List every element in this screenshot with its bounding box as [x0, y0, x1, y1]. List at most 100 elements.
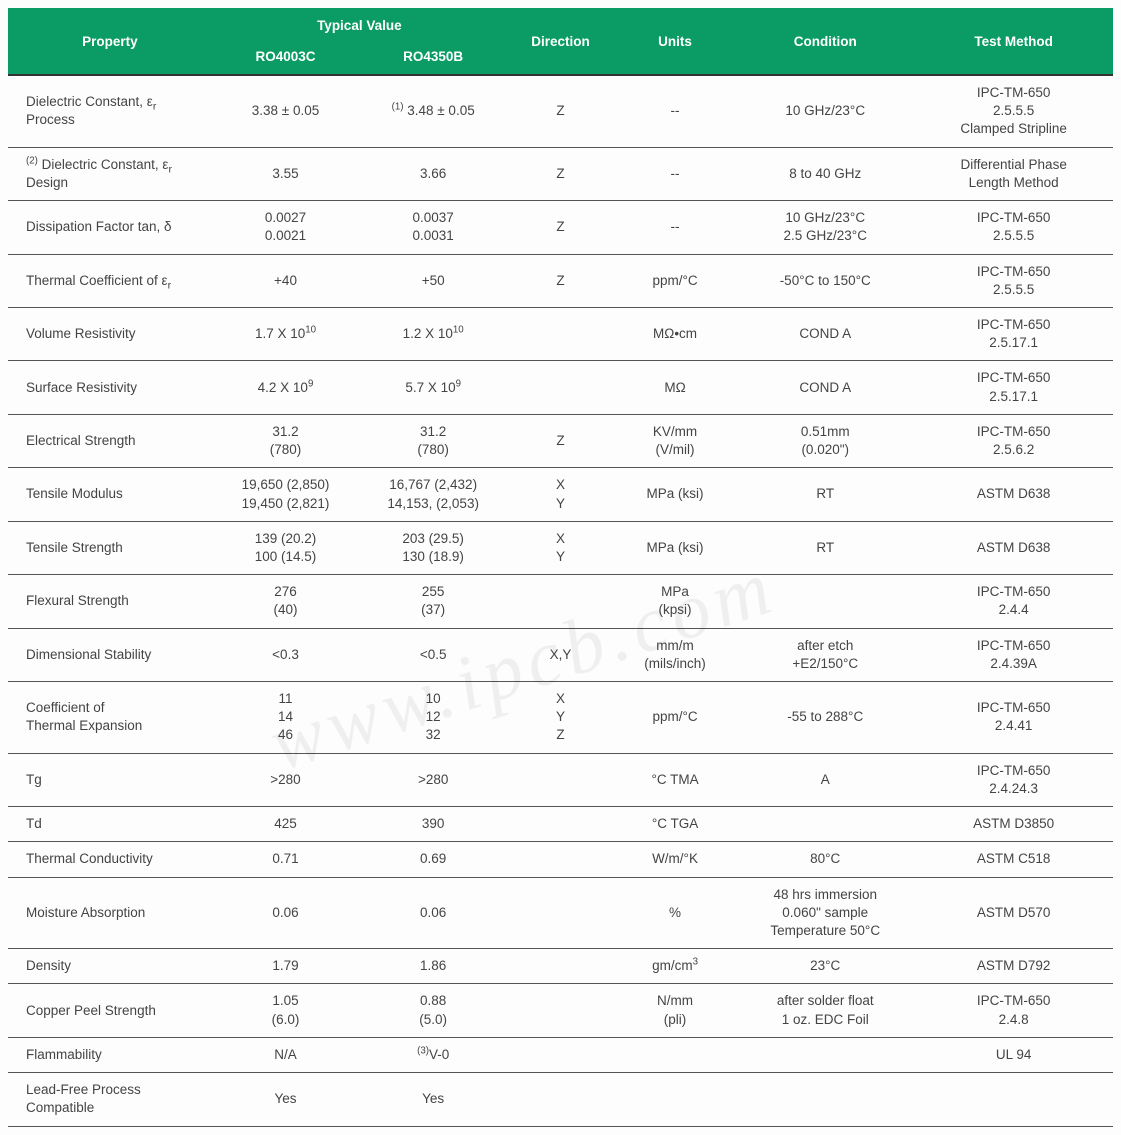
cell-direction — [507, 753, 614, 806]
cell-value-ro4350b: 390 — [359, 807, 507, 842]
cell-test-method: ASTM C518 — [914, 842, 1113, 877]
cell-direction — [507, 807, 614, 842]
cell-property: Electrical Strength — [8, 414, 212, 467]
header-units: Units — [614, 8, 736, 75]
cell-value-ro4350b: >280 — [359, 753, 507, 806]
cell-value-ro4003c: N/A — [212, 1037, 360, 1072]
header-typical-value: Typical Value — [212, 8, 507, 43]
cell-units: -- — [614, 201, 736, 254]
cell-condition: A — [736, 753, 914, 806]
table-row: FlammabilityN/A(3)V-0UL 94 — [8, 1037, 1113, 1072]
header-property: Property — [8, 8, 212, 75]
cell-test-method: IPC-TM-6502.5.5.5 — [914, 201, 1113, 254]
header-test-method: Test Method — [914, 8, 1113, 75]
cell-property: Tensile Modulus — [8, 468, 212, 521]
cell-property: Dielectric Constant, εrProcess — [8, 75, 212, 147]
cell-direction: Z — [507, 414, 614, 467]
cell-units: N/mm(pli) — [614, 984, 736, 1037]
cell-units: W/m/°K — [614, 842, 736, 877]
cell-direction — [507, 842, 614, 877]
cell-property: Dissipation Factor tan, δ — [8, 201, 212, 254]
cell-property: Volume Resistivity — [8, 307, 212, 360]
cell-direction: Z — [507, 147, 614, 200]
cell-direction: XY — [507, 468, 614, 521]
table-row: Lead-Free ProcessCompatibleYesYes — [8, 1073, 1113, 1126]
cell-value-ro4350b: 1.2 X 1010 — [359, 307, 507, 360]
cell-units: mm/m(mils/inch) — [614, 628, 736, 681]
cell-condition — [736, 1073, 914, 1126]
material-properties-table: Property Typical Value Direction Units C… — [8, 8, 1113, 1127]
cell-test-method: ASTM D638 — [914, 468, 1113, 521]
cell-test-method: ASTM D570 — [914, 877, 1113, 949]
table-row: Copper Peel Strength1.05(6.0)0.88(5.0)N/… — [8, 984, 1113, 1037]
cell-value-ro4350b: Yes — [359, 1073, 507, 1126]
header-sub-ro4003c: RO4003C — [212, 43, 360, 75]
cell-direction: X,Y — [507, 628, 614, 681]
cell-test-method: IPC-TM-6502.5.17.1 — [914, 361, 1113, 414]
cell-value-ro4003c: 3.38 ± 0.05 — [212, 75, 360, 147]
cell-test-method: UL 94 — [914, 1037, 1113, 1072]
cell-property: (2) Dielectric Constant, εrDesign — [8, 147, 212, 200]
cell-value-ro4003c: 425 — [212, 807, 360, 842]
cell-value-ro4350b: 0.69 — [359, 842, 507, 877]
cell-condition: RT — [736, 468, 914, 521]
cell-direction: XY — [507, 521, 614, 574]
cell-units: KV/mm(V/mil) — [614, 414, 736, 467]
cell-direction — [507, 575, 614, 628]
cell-direction — [507, 877, 614, 949]
table-row: Thermal Conductivity0.710.69W/m/°K80°CAS… — [8, 842, 1113, 877]
cell-test-method: ASTM D792 — [914, 949, 1113, 984]
cell-condition: 0.51mm(0.020") — [736, 414, 914, 467]
cell-value-ro4350b: 0.00370.0031 — [359, 201, 507, 254]
cell-value-ro4350b: 1.86 — [359, 949, 507, 984]
cell-value-ro4003c: 0.06 — [212, 877, 360, 949]
cell-value-ro4350b: (3)V-0 — [359, 1037, 507, 1072]
cell-units: % — [614, 877, 736, 949]
cell-direction — [507, 307, 614, 360]
cell-condition: 10 GHz/23°C2.5 GHz/23°C — [736, 201, 914, 254]
header-direction: Direction — [507, 8, 614, 75]
cell-test-method: IPC-TM-6502.4.8 — [914, 984, 1113, 1037]
table-row: Dielectric Constant, εrProcess3.38 ± 0.0… — [8, 75, 1113, 147]
table-header: Property Typical Value Direction Units C… — [8, 8, 1113, 75]
cell-property: Dimensional Stability — [8, 628, 212, 681]
cell-value-ro4350b: 255(37) — [359, 575, 507, 628]
cell-property: Moisture Absorption — [8, 877, 212, 949]
table-row: (2) Dielectric Constant, εrDesign3.553.6… — [8, 147, 1113, 200]
cell-units: ppm/°C — [614, 254, 736, 307]
cell-value-ro4003c: 19,650 (2,850)19,450 (2,821) — [212, 468, 360, 521]
cell-condition: 8 to 40 GHz — [736, 147, 914, 200]
table-row: Electrical Strength31.2(780)31.2(780)ZKV… — [8, 414, 1113, 467]
cell-property: Copper Peel Strength — [8, 984, 212, 1037]
cell-units: MPa (ksi) — [614, 468, 736, 521]
cell-units: -- — [614, 75, 736, 147]
cell-property: Tg — [8, 753, 212, 806]
cell-test-method: IPC-TM-6502.4.24.3 — [914, 753, 1113, 806]
table-row: Td425390°C TGAASTM D3850 — [8, 807, 1113, 842]
cell-test-method: IPC-TM-6502.4.39A — [914, 628, 1113, 681]
cell-property: Density — [8, 949, 212, 984]
table-row: Coefficient ofThermal Expansion111446101… — [8, 682, 1113, 754]
cell-value-ro4003c: 4.2 X 109 — [212, 361, 360, 414]
header-condition: Condition — [736, 8, 914, 75]
cell-value-ro4350b: 31.2(780) — [359, 414, 507, 467]
cell-test-method: IPC-TM-6502.5.5.5 — [914, 254, 1113, 307]
cell-units: MΩ•cm — [614, 307, 736, 360]
table-row: Volume Resistivity1.7 X 10101.2 X 1010MΩ… — [8, 307, 1113, 360]
cell-property: Thermal Coefficient of εr — [8, 254, 212, 307]
cell-value-ro4350b: 5.7 X 109 — [359, 361, 507, 414]
cell-condition: -50°C to 150°C — [736, 254, 914, 307]
table-row: Tg>280>280°C TMAAIPC-TM-6502.4.24.3 — [8, 753, 1113, 806]
cell-direction — [507, 984, 614, 1037]
cell-direction: Z — [507, 254, 614, 307]
cell-test-method: IPC-TM-6502.5.5.5Clamped Stripline — [914, 75, 1113, 147]
cell-units — [614, 1073, 736, 1126]
cell-condition: RT — [736, 521, 914, 574]
cell-value-ro4350b: (1) 3.48 ± 0.05 — [359, 75, 507, 147]
cell-condition: after etch+E2/150°C — [736, 628, 914, 681]
cell-value-ro4003c: 31.2(780) — [212, 414, 360, 467]
cell-value-ro4003c: <0.3 — [212, 628, 360, 681]
cell-property: Lead-Free ProcessCompatible — [8, 1073, 212, 1126]
cell-condition: -55 to 288°C — [736, 682, 914, 754]
table-row: Moisture Absorption0.060.06%48 hrs immer… — [8, 877, 1113, 949]
